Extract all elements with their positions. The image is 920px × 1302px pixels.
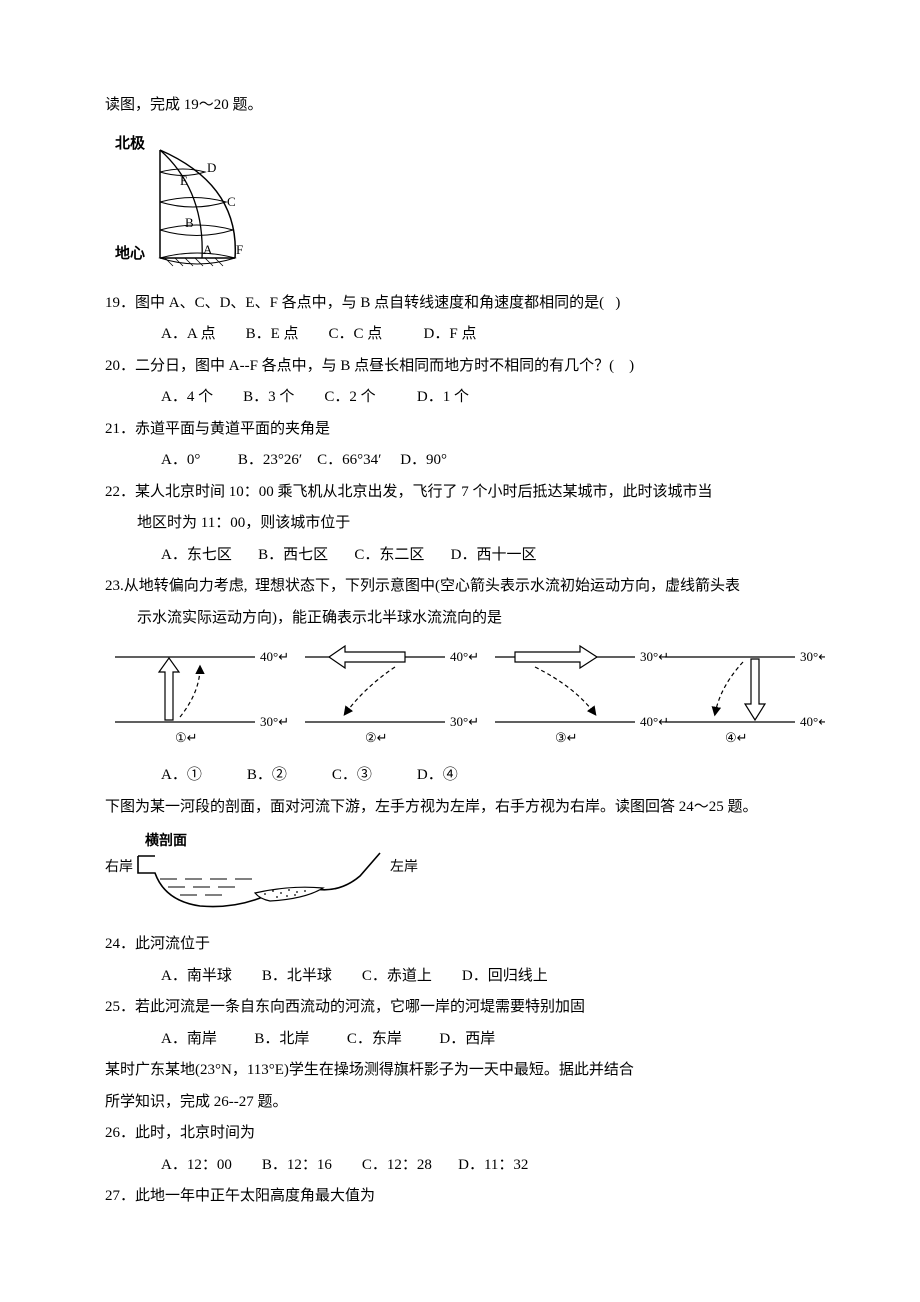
q22-options: A．东七区 B．西七区 C．东二区 D．西十一区 — [105, 540, 815, 572]
river-svg: 横剖面 右岸 左岸 — [105, 831, 425, 921]
svg-text:40°↵: 40°↵ — [450, 649, 479, 664]
q19-stem: 19．图中 A、C、D、E、F 各点中，与 B 点自转线速度和角速度都相同的是(… — [105, 288, 815, 320]
svg-text:40°↵: 40°↵ — [800, 714, 825, 729]
svg-text:②↵: ②↵ — [365, 730, 388, 745]
coriolis-svg: 40°↵ 30°↵ ①↵ 40°↵ 30°↵ ②↵ — [105, 642, 825, 752]
q23-stem1: 23.从地转偏向力考虑, 理想状态下，下列示意图中(空心箭头表示水流初始运动方向… — [105, 571, 815, 603]
svg-text:D: D — [207, 160, 216, 175]
q22-stem1: 22．某人北京时间 10：00 乘飞机从北京出发，飞行了 7 个小时后抵达某城市… — [105, 477, 815, 509]
svg-text:B: B — [185, 215, 194, 230]
figure-river: 横剖面 右岸 左岸 — [105, 831, 815, 921]
svg-text:右岸: 右岸 — [105, 859, 133, 875]
q27-stem: 27．此地一年中正午太阳高度角最大值为 — [105, 1181, 815, 1213]
q20-stem: 20．二分日，图中 A--F 各点中，与 B 点昼长相同而地方时不相同的有几个？… — [105, 351, 815, 383]
label-npole: 北极 — [115, 134, 146, 152]
q24-options: A．南半球 B．北半球 C．赤道上 D．回归线上 — [105, 961, 815, 993]
intro-24-25: 下图为某一河段的剖面，面对河流下游，左手方视为左岸，右手方视为右岸。读图回答 2… — [105, 792, 815, 824]
svg-text:④↵: ④↵ — [725, 730, 748, 745]
label-center: 地心 — [115, 244, 145, 262]
q21-stem: 21．赤道平面与黄道平面的夹角是 — [105, 414, 815, 446]
exam-page: 读图，完成 19～20 题。 北极 地心 — [0, 0, 920, 1253]
globe-svg: 北极 地心 D E — [105, 130, 265, 280]
svg-text:40°↵: 40°↵ — [260, 649, 289, 664]
svg-text:E: E — [180, 173, 188, 188]
q22-stem2: 地区时为 11：00，则该城市位于 — [105, 508, 815, 540]
q23-options: A．① B．② C．③ D．④ — [105, 760, 815, 792]
q20-options: A．4 个 B．3 个 C．2 个 D．1 个 — [105, 382, 815, 414]
q24-stem: 24．此河流位于 — [105, 929, 815, 961]
intro-19-20: 读图，完成 19～20 题。 — [105, 90, 815, 122]
svg-text:①↵: ①↵ — [175, 730, 198, 745]
svg-text:30°↵: 30°↵ — [640, 649, 669, 664]
svg-text:40°↵: 40°↵ — [640, 714, 669, 729]
svg-text:横剖面: 横剖面 — [145, 832, 187, 849]
svg-text:30°↵: 30°↵ — [800, 649, 825, 664]
svg-text:A: A — [203, 242, 213, 257]
svg-text:30°↵: 30°↵ — [260, 714, 289, 729]
svg-text:左岸: 左岸 — [390, 859, 418, 875]
q21-options: A．0° B．23°26′ C．66°34′ D．90° — [105, 445, 815, 477]
svg-text:30°↵: 30°↵ — [450, 714, 479, 729]
q26-options: A．12：00 B．12：16 C．12：28 D．11：32 — [105, 1150, 815, 1182]
q26-stem: 26．此时，北京时间为 — [105, 1118, 815, 1150]
figure-coriolis: 40°↵ 30°↵ ①↵ 40°↵ 30°↵ ②↵ — [105, 642, 815, 752]
figure-globe: 北极 地心 D E — [105, 130, 815, 280]
q25-options: A．南岸 B．北岸 C．东岸 D．西岸 — [105, 1024, 815, 1056]
svg-text:C: C — [227, 194, 236, 209]
intro-26-27-1: 某时广东某地(23°N，113°E)学生在操场测得旗杆影子为一天中最短。据此并结… — [105, 1055, 815, 1087]
svg-text:F: F — [236, 242, 243, 257]
intro-26-27-2: 所学知识，完成 26--27 题。 — [105, 1087, 815, 1119]
q19-options: A．A 点 B．E 点 C．C 点 D．F 点 — [105, 319, 815, 351]
q23-stem2: 示水流实际运动方向)，能正确表示北半球水流流向的是 — [105, 603, 815, 635]
svg-text:③↵: ③↵ — [555, 730, 578, 745]
q25-stem: 25．若此河流是一条自东向西流动的河流，它哪一岸的河堤需要特别加固 — [105, 992, 815, 1024]
